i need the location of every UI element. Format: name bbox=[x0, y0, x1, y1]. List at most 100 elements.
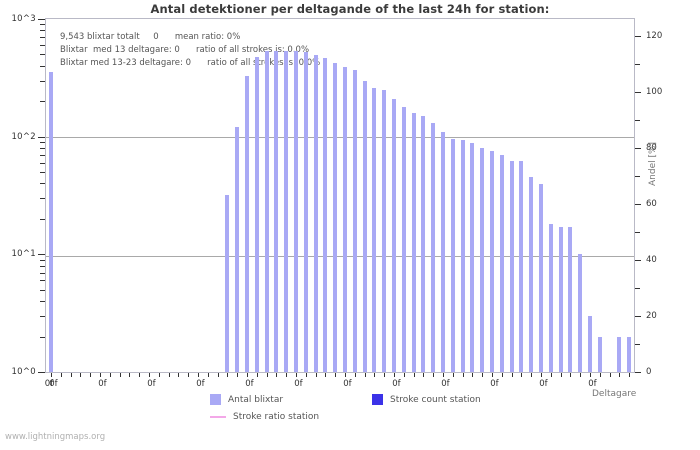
bar-antal-blixtar bbox=[411, 112, 416, 372]
x-axis-tick bbox=[227, 373, 229, 377]
bar-antal-blixtar bbox=[274, 50, 279, 372]
y-axis-left-tick bbox=[40, 218, 45, 220]
x-axis-tick bbox=[550, 373, 552, 377]
x-axis-tick bbox=[50, 373, 52, 377]
y-axis-left-label: 10^3 bbox=[11, 14, 36, 24]
bar-antal-blixtar bbox=[519, 161, 524, 372]
bar-antal-blixtar bbox=[235, 127, 240, 372]
gridline-10e1 bbox=[46, 255, 634, 257]
y-axis-left-tick bbox=[40, 24, 45, 26]
bar-antal-blixtar bbox=[460, 139, 465, 372]
legend-line-swatch bbox=[210, 416, 226, 418]
x-axis-tick bbox=[305, 373, 307, 377]
x-axis-tick bbox=[521, 373, 523, 377]
y-axis-left-tick bbox=[38, 372, 45, 373]
bar-antal-blixtar bbox=[264, 50, 269, 372]
x-axis-title: Deltagare bbox=[592, 389, 637, 399]
y-axis-left-tick bbox=[40, 54, 45, 56]
y-axis-left-tick bbox=[40, 65, 45, 67]
x-axis-label: 0f bbox=[588, 379, 597, 389]
x-axis-tick bbox=[609, 373, 611, 377]
y-axis-left-tick bbox=[40, 142, 45, 144]
x-axis-tick bbox=[599, 373, 601, 377]
bar-antal-blixtar bbox=[509, 161, 514, 372]
x-axis-tick bbox=[158, 373, 160, 377]
x-axis-tick bbox=[109, 373, 111, 377]
bar-antal-blixtar bbox=[587, 315, 592, 372]
y-axis-left-tick bbox=[40, 183, 45, 185]
legend-item-label: Stroke count station bbox=[390, 394, 481, 405]
x-axis: 0f 0f 0f 0f 0f 0f 0f 0f 0f 0f 0f 0f 0f bbox=[45, 373, 636, 395]
x-axis-tick bbox=[413, 373, 415, 377]
plot-area: 9,543 blixtar totalt 0 mean ratio: 0% Bl… bbox=[45, 18, 635, 373]
x-axis-label-origin: 0f bbox=[44, 379, 54, 389]
bar-antal-blixtar bbox=[538, 183, 543, 372]
y-axis-left-tick bbox=[40, 315, 45, 317]
x-axis-tick bbox=[325, 373, 327, 377]
x-axis-tick bbox=[384, 373, 386, 377]
x-axis-tick bbox=[178, 373, 180, 377]
legend-item-label: Stroke ratio station bbox=[233, 412, 320, 422]
x-axis-tick bbox=[462, 373, 464, 377]
bar-antal-blixtar bbox=[480, 148, 485, 372]
y-axis-right-tick bbox=[635, 343, 640, 345]
y-axis-left-tick bbox=[40, 259, 45, 261]
bar-antal-blixtar bbox=[382, 89, 387, 372]
bar-antal-blixtar bbox=[470, 143, 475, 372]
x-axis-label: 0f bbox=[49, 379, 58, 389]
y-axis-left-tick bbox=[40, 148, 45, 150]
y-axis-left-tick bbox=[40, 289, 45, 291]
x-axis-tick bbox=[80, 373, 82, 377]
x-axis-tick bbox=[197, 373, 199, 377]
x-axis-tick bbox=[393, 373, 395, 377]
x-axis-tick bbox=[119, 373, 121, 377]
y-axis-left-tick bbox=[40, 30, 45, 32]
bar-antal-blixtar bbox=[431, 123, 436, 372]
y-axis-right-tick bbox=[635, 91, 641, 93]
x-axis-tick bbox=[482, 373, 484, 377]
bar-antal-blixtar bbox=[529, 177, 534, 372]
x-axis-label: 0f bbox=[245, 379, 254, 389]
y-axis-right-tick bbox=[635, 203, 641, 205]
bar-antal-blixtar bbox=[254, 56, 259, 372]
x-axis-tick bbox=[531, 373, 533, 377]
legend-item[interactable]: Antal blixtar bbox=[210, 394, 283, 405]
y-axis-left-tick bbox=[38, 136, 45, 138]
y-axis-left-tick bbox=[40, 154, 45, 156]
x-axis-tick bbox=[423, 373, 425, 377]
x-axis-tick bbox=[207, 373, 209, 377]
x-axis-tick bbox=[99, 373, 101, 377]
chart-legend: Antal blixtar Stroke count station Stroke … bbox=[210, 394, 550, 430]
bar-antal-blixtar bbox=[391, 98, 396, 372]
y-axis-right-tick bbox=[635, 35, 641, 37]
y-axis-left-tick bbox=[38, 19, 45, 20]
y-axis-left-tick bbox=[40, 162, 45, 164]
y-axis-left-tick bbox=[40, 101, 45, 103]
site-footer: www.lightningmaps.org bbox=[5, 432, 106, 442]
x-axis-tick bbox=[188, 373, 190, 377]
bar-antal-blixtar bbox=[293, 50, 298, 372]
y-axis-right-label: 100 bbox=[646, 86, 663, 97]
y-axis-right-tick bbox=[635, 372, 641, 373]
y-axis-right-title: Andel [%] bbox=[648, 141, 658, 186]
x-axis-label: 0f bbox=[441, 379, 450, 389]
legend-item[interactable]: Stroke count station bbox=[372, 394, 481, 405]
y-axis-left-tick bbox=[38, 254, 45, 256]
legend-item[interactable]: Stroke ratio station bbox=[210, 412, 319, 422]
annotation-line-1: 9,543 blixtar totalt 0 mean ratio: 0% bbox=[60, 32, 241, 42]
x-axis-label: 0f bbox=[343, 379, 352, 389]
y-axis-right-tick bbox=[635, 231, 640, 233]
x-axis-tick bbox=[619, 373, 621, 377]
legend-color-swatch bbox=[372, 394, 383, 405]
bars-layer bbox=[46, 19, 634, 372]
x-axis-tick bbox=[295, 373, 297, 377]
x-axis-tick bbox=[276, 373, 278, 377]
y-axis-left: 10^0 10^1 10^2 10^3 bbox=[0, 14, 45, 377]
y-axis-right-tick bbox=[635, 287, 640, 289]
bar-antal-blixtar bbox=[372, 87, 377, 372]
x-axis-tick bbox=[580, 373, 582, 377]
bar-antal-blixtar bbox=[313, 55, 318, 372]
x-axis-label: 0f bbox=[98, 379, 107, 389]
y-axis-right-label: 40 bbox=[646, 254, 657, 265]
